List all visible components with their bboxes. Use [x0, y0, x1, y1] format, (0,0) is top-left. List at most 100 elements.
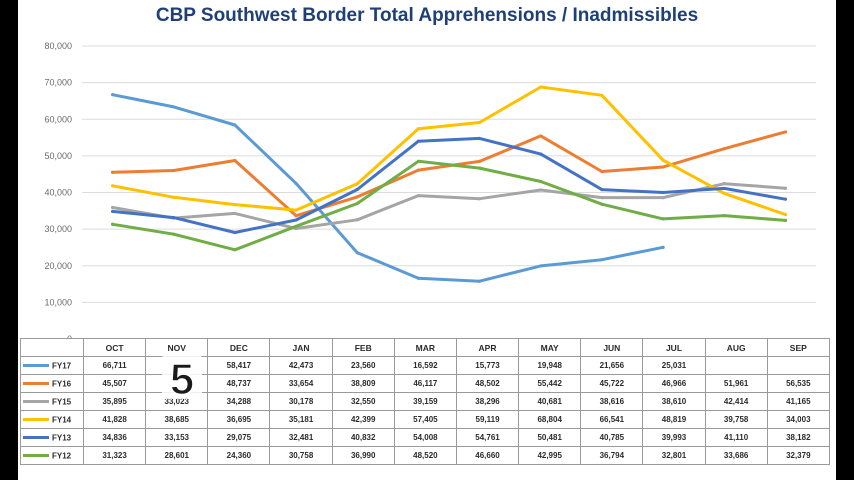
data-point-fy16	[233, 158, 237, 163]
data-point-fy12	[661, 217, 665, 221]
data-point-fy17	[355, 251, 359, 255]
series-line-fy12	[111, 159, 787, 252]
data-point-fy16	[110, 170, 115, 174]
data-label: 55,442	[518, 374, 582, 393]
data-label: 54,008	[393, 428, 457, 447]
data-label: 38,610	[642, 392, 706, 411]
y-axis-ticks: 80,000 70,000 60,000 50,000 40,000 30,000 20,0…	[44, 41, 72, 340]
data-label	[766, 356, 830, 375]
data-label: 15,773	[455, 356, 520, 375]
data-point-fy13	[722, 186, 726, 191]
legend-swatch	[23, 454, 49, 458]
data-label	[704, 356, 768, 375]
data-point-fy15	[233, 211, 237, 216]
data-point-fy12	[539, 179, 543, 184]
table-row: FY15 35,895 33,023 34,288 30,178 32,550 39,159…	[20, 392, 830, 411]
data-point-fy14	[539, 85, 543, 89]
data-point-fy15	[539, 188, 543, 192]
data-point-fy17	[110, 93, 115, 97]
data-point-fy12	[172, 232, 176, 236]
data-label: 36,990	[331, 446, 395, 465]
chart-title: CBP Southwest Border Total Apprehensions…	[155, 5, 699, 26]
data-label: 59,119	[455, 410, 520, 429]
data-table: OCT NOV DEC JAN FEB MAR APR MAY JUN JUL AUG SEP FY1…	[20, 338, 830, 465]
table-row: FY12 31,323 28,601 24,360 30,758 36,990 48,520…	[20, 446, 830, 465]
data-point-fy15	[477, 197, 482, 201]
data-label: 45,507	[82, 374, 147, 393]
data-label: 57,405	[393, 410, 457, 429]
data-label: 32,379	[766, 446, 830, 465]
data-point-fy15	[416, 193, 421, 198]
data-point-fy12	[600, 202, 604, 206]
data-point-fy13	[110, 209, 115, 214]
data-point-fy14	[233, 203, 237, 207]
data-label: 31,323	[82, 446, 147, 465]
data-point-fy17	[416, 276, 421, 280]
legend-label: FY15	[52, 397, 72, 407]
data-label: 42,399	[331, 410, 395, 429]
y-tick-label: 80,000	[44, 41, 72, 51]
data-point-fy12	[110, 222, 115, 226]
legend-label: FY13	[52, 433, 72, 443]
data-point-fy15	[110, 205, 115, 210]
data-label: 42,473	[269, 356, 333, 375]
data-point-fy16	[416, 168, 421, 172]
legend-label: FY16	[52, 379, 72, 389]
data-label: 19,948	[518, 356, 582, 375]
data-label: 48,819	[642, 410, 706, 429]
data-point-fy15	[600, 195, 604, 200]
y-tick-label: 70,000	[44, 78, 72, 88]
legend-entry: FY13	[20, 428, 84, 447]
data-label: 23,560	[331, 356, 395, 375]
data-label: 41,165	[766, 392, 830, 411]
data-point-fy13	[600, 188, 604, 192]
data-label: 58,417	[207, 356, 271, 375]
legend-label: FY14	[52, 415, 72, 425]
data-label: 16,592	[393, 356, 457, 375]
y-tick-label: 0	[67, 334, 72, 340]
data-point-fy15	[661, 195, 665, 200]
data-label: 46,117	[393, 374, 457, 393]
table-corner-cell	[20, 338, 84, 357]
legend-label: FY17	[52, 361, 72, 371]
legend-swatch	[23, 436, 49, 440]
x-tick-label: SEP	[766, 338, 830, 357]
x-tick-label: APR	[455, 338, 520, 357]
data-label: 48,520	[393, 446, 457, 465]
data-label: 38,685	[145, 410, 209, 429]
data-point-fy14	[661, 158, 665, 162]
data-point-fy16	[172, 168, 176, 173]
data-label: 41,828	[82, 410, 147, 429]
data-label: 39,758	[704, 410, 768, 429]
data-point-fy12	[294, 224, 298, 228]
data-point-fy14	[477, 120, 482, 125]
y-tick-label: 10,000	[44, 297, 72, 307]
data-point-fy16	[661, 165, 665, 169]
data-label: 32,801	[642, 446, 706, 465]
data-point-fy16	[477, 159, 482, 163]
chart-frame: CBP Southwest Border Total Apprehensions…	[18, 0, 836, 480]
legend-swatch	[23, 400, 49, 404]
data-point-fy13	[661, 190, 665, 195]
data-label: 48,502	[455, 374, 520, 393]
channel-5-glyph: 5	[170, 355, 194, 402]
data-point-fy16	[722, 147, 726, 151]
gridlines	[82, 45, 816, 340]
table-header-row: OCT NOV DEC JAN FEB MAR APR MAY JUN JUL AUG SEP	[20, 338, 830, 357]
data-point-fy13	[294, 218, 298, 222]
data-label: 32,550	[331, 392, 395, 411]
data-label: 34,288	[207, 392, 271, 411]
data-point-fy14	[172, 195, 176, 199]
y-tick-label: 60,000	[44, 114, 72, 124]
data-label: 66,541	[580, 410, 644, 429]
data-label: 36,794	[580, 446, 644, 465]
data-point-fy17	[661, 245, 665, 249]
y-tick-label: 30,000	[44, 224, 72, 234]
data-point-fy17	[477, 279, 482, 283]
x-tick-label: MAR	[393, 338, 457, 357]
data-label: 29,075	[207, 428, 271, 447]
data-label: 28,601	[145, 446, 209, 465]
data-label: 38,616	[580, 392, 644, 411]
data-point-fy13	[477, 136, 482, 141]
data-label: 33,654	[269, 374, 333, 393]
